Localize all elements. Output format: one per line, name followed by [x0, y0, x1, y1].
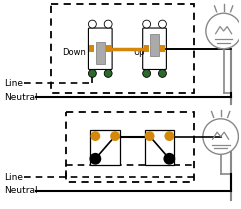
Circle shape [164, 131, 174, 141]
Bar [145, 130, 174, 165]
Bar [66, 112, 194, 182]
Text: Line: Line [5, 172, 24, 182]
Bar [89, 45, 94, 52]
Bar [150, 34, 159, 56]
FancyBboxPatch shape [88, 28, 112, 69]
Circle shape [110, 131, 120, 141]
Circle shape [159, 69, 166, 77]
Circle shape [104, 20, 112, 28]
Bar [96, 42, 105, 64]
Circle shape [203, 119, 238, 154]
Text: Line: Line [5, 79, 24, 88]
Circle shape [143, 20, 151, 28]
Circle shape [104, 69, 112, 77]
Circle shape [145, 131, 154, 141]
Circle shape [88, 69, 96, 77]
Circle shape [159, 20, 166, 28]
Text: Neutral: Neutral [5, 93, 38, 102]
Circle shape [206, 13, 241, 49]
Circle shape [163, 153, 175, 165]
Circle shape [89, 153, 101, 165]
FancyBboxPatch shape [143, 28, 166, 69]
Bar [90, 130, 120, 165]
Bar [161, 45, 165, 52]
Circle shape [143, 69, 151, 77]
Text: Up: Up [133, 48, 145, 57]
Circle shape [90, 131, 100, 141]
Circle shape [88, 20, 96, 28]
Text: Neutral: Neutral [5, 186, 38, 195]
Text: Down: Down [63, 48, 87, 57]
Bar [144, 45, 149, 52]
Bar [106, 45, 111, 52]
Bar [51, 4, 194, 93]
